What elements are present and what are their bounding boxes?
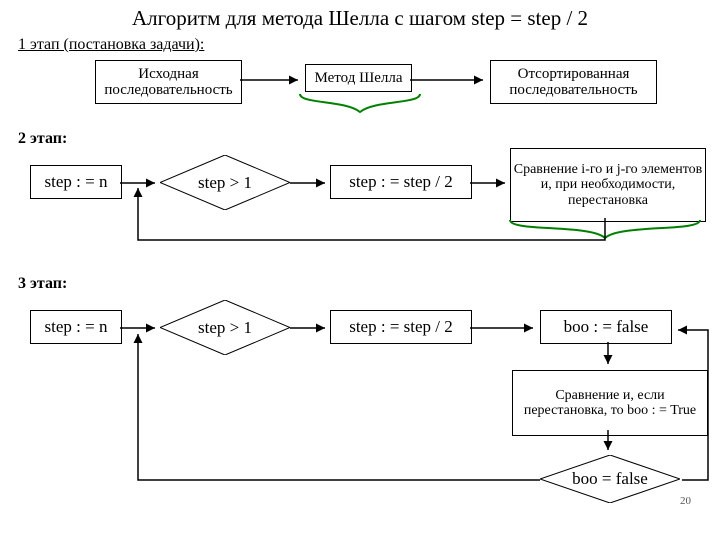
s1-box-input: Исходная последовательность bbox=[95, 60, 242, 104]
s3-down2 bbox=[598, 430, 618, 456]
s1-arrow2 bbox=[410, 70, 490, 90]
s1-arrow1 bbox=[240, 70, 305, 90]
s3-down1 bbox=[598, 342, 618, 370]
s1-box-method: Метод Шелла bbox=[305, 64, 412, 92]
s3-box-boo: boo : = false bbox=[540, 310, 672, 344]
s3-diamond2: boo = false bbox=[540, 455, 680, 503]
s3-box-init: step : = n bbox=[30, 310, 122, 344]
page-title: Алгоритм для метода Шелла с шагом step =… bbox=[0, 6, 720, 31]
s1-box-output: Отсортированная последовательность bbox=[490, 60, 657, 104]
stage3-label: 3 этап: bbox=[18, 275, 67, 293]
s1-brace bbox=[290, 92, 430, 122]
s2-loop bbox=[130, 180, 610, 250]
s3-inner-loop bbox=[670, 322, 715, 487]
s2-box-init: step : = n bbox=[30, 165, 122, 199]
stage1-label: 1 этап (постановка задачи): bbox=[18, 36, 204, 54]
s3-outer-loop bbox=[130, 326, 545, 491]
page-number: 20 bbox=[680, 495, 691, 507]
stage2-label: 2 этап: bbox=[18, 130, 67, 148]
